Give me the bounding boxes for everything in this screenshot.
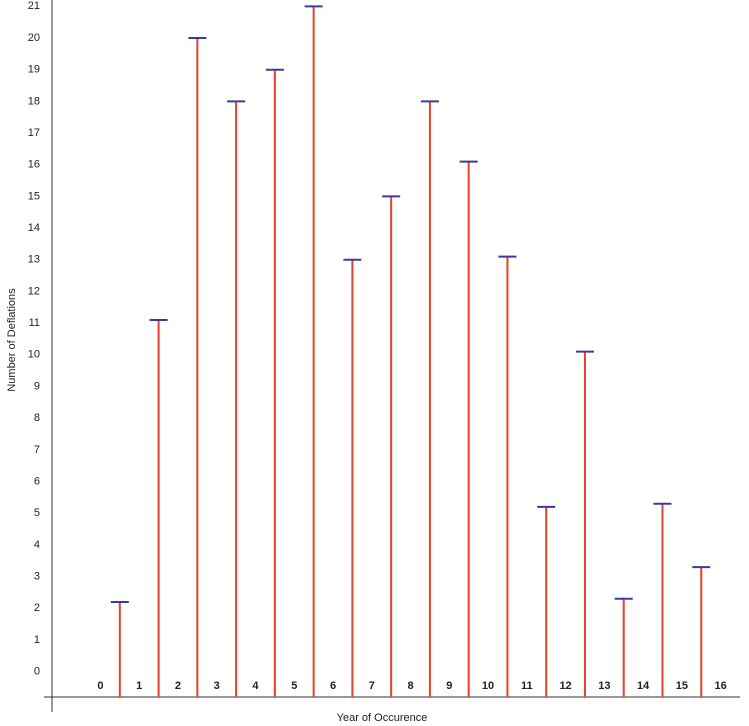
y-tick-label: 14 — [28, 222, 40, 234]
y-tick-label: 15 — [28, 190, 40, 202]
x-tick-label: 14 — [637, 680, 650, 692]
y-tick-label: 0 — [34, 666, 40, 678]
y-axis-title: Number of Deflations — [6, 288, 18, 392]
x-tick-label: 9 — [446, 680, 452, 692]
x-tick-label: 12 — [559, 680, 571, 692]
x-tick-label: 8 — [407, 680, 413, 692]
y-tick-label: 18 — [28, 95, 40, 107]
y-tick-label: 19 — [28, 64, 40, 76]
y-tick-label: 10 — [28, 349, 40, 361]
y-tick-label: 4 — [34, 539, 40, 551]
y-tick-label: 9 — [34, 380, 40, 392]
y-tick-label: 7 — [34, 444, 40, 456]
y-tick-label: 11 — [29, 317, 40, 329]
x-tick-label: 1 — [136, 680, 142, 692]
y-tick-label: 16 — [28, 159, 40, 171]
x-axis-title: Year of Occurence — [337, 712, 428, 724]
y-tick-label: 8 — [34, 412, 40, 424]
x-tick-label: 7 — [369, 680, 375, 692]
y-tick-label: 17 — [28, 127, 40, 139]
y-tick-label: 21 — [28, 0, 40, 12]
y-tick-label: 3 — [34, 571, 40, 583]
x-tick-label: 15 — [676, 680, 688, 692]
x-tick-label: 13 — [598, 680, 610, 692]
y-tick-label: 1 — [34, 634, 40, 646]
x-tick-label: 10 — [482, 680, 494, 692]
x-tick-label: 0 — [97, 680, 103, 692]
x-tick-label: 16 — [714, 680, 726, 692]
x-tick-label: 5 — [291, 680, 297, 692]
y-tick-label: 5 — [34, 507, 40, 519]
x-tick-label: 2 — [175, 680, 181, 692]
x-tick-label: 11 — [521, 680, 533, 692]
x-tick-label: 4 — [252, 680, 259, 692]
x-tick-label: 6 — [330, 680, 336, 692]
y-tick-label: 2 — [34, 602, 40, 614]
x-tick-label: 3 — [214, 680, 220, 692]
y-tick-label: 6 — [34, 475, 40, 487]
y-tick-label: 12 — [28, 285, 40, 297]
y-tick-label: 13 — [28, 254, 40, 266]
y-tick-label: 20 — [28, 32, 40, 44]
